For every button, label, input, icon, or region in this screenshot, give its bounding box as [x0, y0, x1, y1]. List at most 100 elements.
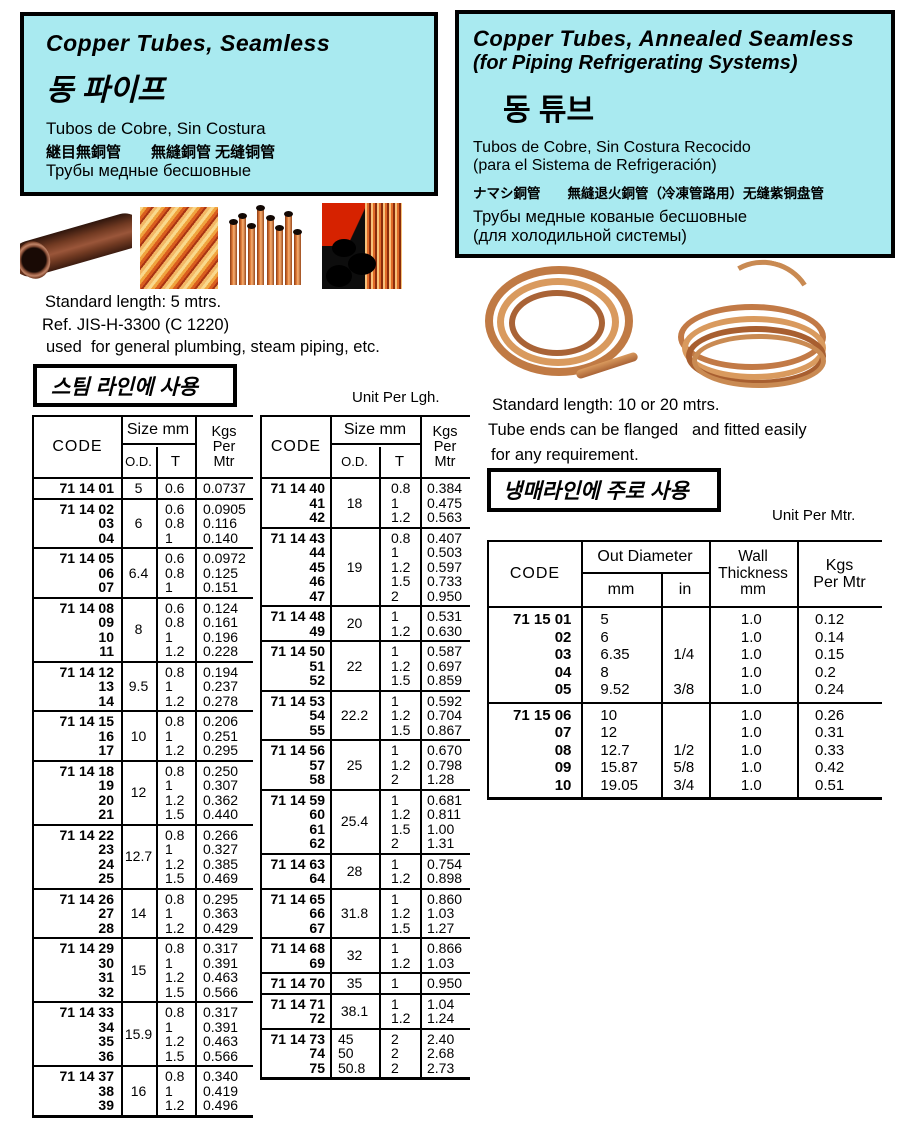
kgs-cell: 0.194 0.237 0.278: [195, 664, 253, 709]
wall-value: 1.0: [740, 628, 762, 646]
kgs-value: 0.251: [203, 727, 239, 744]
inch-value: [660, 707, 708, 725]
table-row-group: 71 14 08 09 10 11 8 0.6 0.8 1 1.2 0.124 0.161 0.196…: [34, 596, 253, 661]
od-cell: 38.1: [330, 997, 379, 1026]
kgs-cell: 1.04 1.24: [420, 996, 470, 1026]
code-value: 64: [309, 870, 325, 886]
kgs-cell: 0.754 0.898: [420, 855, 470, 886]
thickness-value: 0.8: [165, 826, 185, 843]
kgs-value: 0.0905: [203, 500, 246, 517]
thickness-value: 1: [391, 890, 399, 907]
code-value: 71 14 33: [59, 1004, 115, 1020]
thickness-value: 1.2: [165, 692, 185, 709]
thickness-value: 1: [391, 608, 399, 624]
table-row-group: 71 14 05 06 07 6.4 0.6 0.8 1 0.0972 0.125 0.151: [34, 547, 253, 597]
mm-value: 12: [600, 724, 618, 741]
kgs-cell: 0.384 0.475 0.563: [420, 481, 470, 525]
code-value: 41: [309, 494, 325, 511]
od-cell: 18: [330, 481, 379, 525]
kgs-value: 0.206: [203, 713, 239, 729]
code-cell: 71 14 22 23 24 25: [34, 827, 121, 886]
code-value: 35: [98, 1033, 114, 1049]
out-diameter-header: Out Diameter: [581, 542, 709, 574]
kgs-value: 0.363: [203, 905, 239, 921]
kgs-value: 0.384: [427, 480, 463, 496]
code-cell: 71 14 26 27 28: [34, 891, 121, 936]
unit-per-lgh-label: Unit Per Lgh.: [352, 389, 440, 406]
table-row-group: 71 14 29 30 31 32 15 0.8 1 1.2 1.5 0.317 0.391 0.46…: [34, 937, 253, 1001]
code-cell: 71 14 73 74 75: [262, 1031, 330, 1076]
inch-value: 3/4: [673, 776, 695, 794]
subtitle-russian-right-2: (для холодильной системы): [473, 227, 687, 245]
kgs-value: 1.03: [427, 905, 455, 921]
kgs-value: 0.754: [427, 855, 463, 872]
thickness-value: 1.2: [391, 870, 411, 886]
code-cell: 71 14 59 60 61 62: [262, 792, 330, 851]
kgs-value: 0.798: [427, 756, 463, 773]
kgs-value: 0.391: [203, 954, 239, 971]
table-row-group: 71 14 68 69 32 1 1.2 0.866 1.03: [262, 937, 470, 972]
code-cell: 71 14 40 41 42: [262, 481, 330, 525]
thickness-value: 1.2: [391, 1010, 411, 1026]
thickness-value: 1: [165, 1082, 173, 1099]
mm-value: 15.87: [600, 759, 638, 776]
thickness-value: 1: [391, 855, 399, 872]
thickness-value: 0.6: [165, 500, 185, 517]
code-value: 71 14 71: [270, 995, 326, 1012]
thickness-cell: 1 1.2: [379, 855, 420, 886]
od-value: 35: [346, 975, 363, 991]
kgs-value: 0.317: [203, 940, 239, 956]
mm-value: 6: [600, 628, 609, 646]
code-cell: 71 15 06 07 08 09 10: [489, 707, 580, 795]
code-value: 20: [98, 791, 114, 808]
kgs-cell: 0.340 0.419 0.496: [195, 1069, 253, 1113]
code-value: 04: [554, 663, 572, 681]
table-row-group: 71 14 59 60 61 62 25.4 1 1.2 1.5 2 0.681 0.811 1.00…: [262, 788, 470, 853]
kgs-value: 1.27: [427, 919, 455, 936]
thickness-value: 1.5: [391, 573, 411, 589]
code-cell: 71 14 65 66 67: [262, 891, 330, 936]
inch-value: 1/2: [673, 741, 695, 759]
kgs-value: 2.73: [427, 1059, 455, 1076]
kgs-value: 0.161: [203, 614, 239, 630]
thickness-value: 0.8: [165, 515, 185, 531]
table-gridline: [420, 417, 422, 1077]
kgs-value: 0.295: [203, 890, 239, 907]
code-value: 39: [98, 1097, 114, 1113]
code-value: 71 14 68: [270, 940, 326, 956]
kgs-cell: 0.250 0.307 0.362 0.440: [195, 763, 253, 822]
kgs-value: 0.592: [427, 692, 463, 709]
thickness-value: 2: [391, 835, 399, 851]
kgs-value: 0.31: [815, 724, 845, 741]
kgs-value: 1.24: [427, 1010, 455, 1026]
kgs-value: 0.429: [203, 919, 239, 936]
code-column-header: CODE: [52, 438, 103, 455]
thickness-cell: 0.8 1 1.2: [156, 891, 195, 936]
code-value: 19: [98, 777, 114, 793]
code-value: 66: [309, 905, 325, 921]
inch-value: [660, 629, 708, 647]
od-cell: 9.5: [121, 665, 156, 709]
od-cell: 6: [121, 502, 156, 546]
table-gridline: [797, 542, 799, 797]
kgs-value: 0.266: [203, 826, 239, 843]
standard-length-note-left: Standard length: 5 mtrs.: [45, 293, 222, 311]
table-row-group: 71 14 18 19 20 21 12 0.8 1 1.2 1.5 0.250 0.307 0.36…: [34, 759, 253, 824]
wall-header-line: Wall: [738, 548, 768, 566]
code-cell: 71 14 33 34 35 36: [34, 1005, 121, 1063]
kgs-value: 0.463: [203, 969, 239, 985]
thickness-value: 1: [165, 727, 173, 744]
code-value: 10: [554, 776, 572, 794]
od-header: O.D.: [341, 453, 368, 469]
subtitle-cjk-right: ナマシ銅管 無縫退火銅管（冷凍管路用）无缝紫铜盘管: [473, 186, 824, 201]
size-mm-header: Size mm: [330, 417, 420, 445]
wall-value: 1.0: [740, 724, 762, 741]
thickness-value: 1.5: [165, 806, 185, 822]
kgs-per-mtr-header: Kgs Per Mtr: [195, 417, 253, 477]
used-for-note: used for general plumbing, steam piping,…: [46, 338, 380, 356]
standard-length-note-right: Standard length: 10 or 20 mtrs.: [492, 396, 720, 414]
thickness-cell: 1: [379, 976, 420, 991]
table-gridline: [195, 417, 197, 1115]
kgs-value: 0.2: [815, 663, 836, 681]
kgs-value: 0.317: [203, 1004, 239, 1020]
